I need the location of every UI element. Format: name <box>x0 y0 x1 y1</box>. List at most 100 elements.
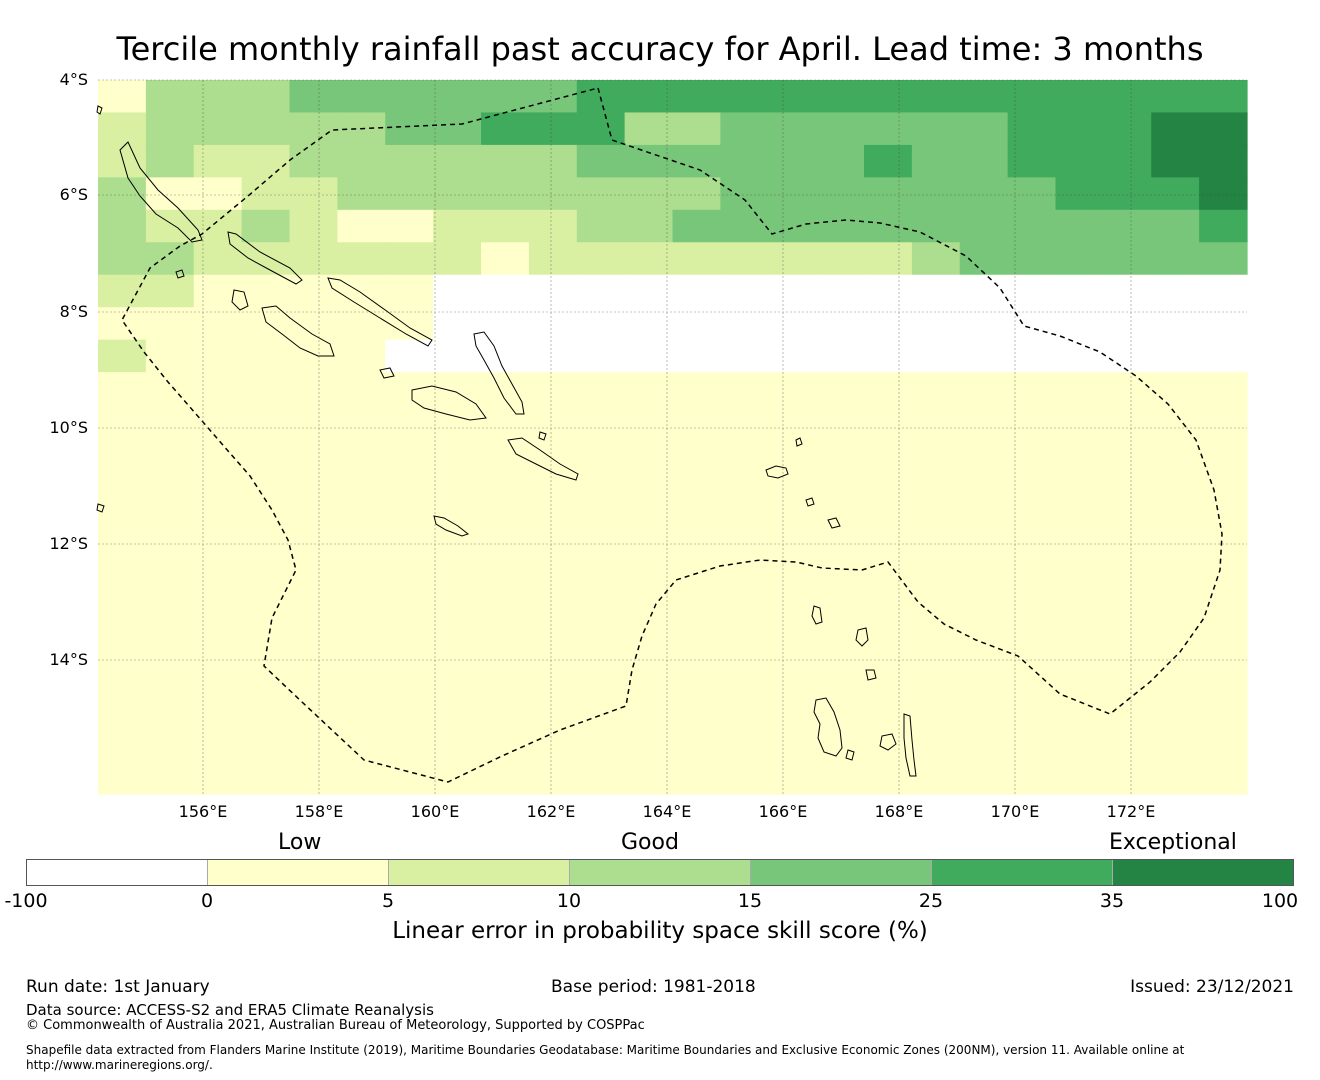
skill-cell <box>241 437 291 471</box>
skill-cell <box>624 631 674 665</box>
skill-cell <box>193 307 243 341</box>
island-small-2 <box>827 517 841 529</box>
skill-cell <box>959 112 1009 146</box>
skill-cell <box>98 437 147 471</box>
skill-cell <box>193 404 243 438</box>
skill-cell <box>624 80 674 114</box>
skill-cell <box>672 501 721 535</box>
skill-cell <box>768 599 817 633</box>
skill-cell <box>98 534 147 568</box>
skill-cell <box>1007 631 1057 665</box>
skill-cell <box>385 534 434 568</box>
skill-cell <box>98 274 147 308</box>
skill-cell <box>864 274 913 308</box>
lon-label-170e: 170°E <box>990 802 1040 821</box>
skill-cell <box>768 80 817 114</box>
skill-cell <box>864 339 913 373</box>
skill-cell <box>241 404 291 438</box>
lon-label-158e: 158°E <box>294 802 344 821</box>
skill-cell <box>624 696 674 730</box>
skill-cell <box>816 404 865 438</box>
skill-cell <box>1199 631 1248 665</box>
skill-cell <box>385 566 434 600</box>
skill-cell <box>720 599 769 633</box>
skill-cell <box>911 372 961 406</box>
island-pentecost <box>903 713 917 777</box>
skill-cell <box>1007 404 1057 438</box>
skill-cell <box>241 112 291 146</box>
skill-cell <box>959 437 1009 471</box>
skill-cell <box>481 566 530 600</box>
skill-cell <box>241 80 291 114</box>
skill-cell <box>193 534 243 568</box>
skill-cell <box>911 404 961 438</box>
skill-cell <box>911 599 961 633</box>
skill-cell <box>816 372 865 406</box>
skill-cell <box>528 761 578 795</box>
skill-cell <box>1103 469 1152 503</box>
skill-cell <box>289 144 338 178</box>
skill-cell <box>98 144 147 178</box>
skill-cell <box>911 696 961 730</box>
skill-cell <box>528 177 578 211</box>
skill-cell <box>1055 209 1104 243</box>
skill-cell <box>1151 534 1200 568</box>
colorbar-tick: 0 <box>200 890 214 912</box>
island-choiseul <box>227 231 303 285</box>
skill-cell <box>193 501 243 535</box>
skill-cell <box>864 144 913 178</box>
skill-cell <box>864 112 913 146</box>
skill-cell <box>1055 631 1104 665</box>
skill-cell <box>672 274 721 308</box>
skill-cell <box>433 274 482 308</box>
skill-cell <box>911 242 961 276</box>
skill-cell <box>433 112 482 146</box>
skill-cell <box>98 112 147 146</box>
skill-cell <box>911 339 961 373</box>
skill-cell <box>385 144 434 178</box>
skill-cell <box>672 242 721 276</box>
skill-cell <box>1199 566 1248 600</box>
skill-cell <box>337 599 386 633</box>
skill-cell <box>337 209 386 243</box>
skill-cell <box>720 404 769 438</box>
skill-cell <box>1151 437 1200 471</box>
skill-cell <box>816 177 865 211</box>
skill-cell <box>720 339 769 373</box>
skill-cell <box>337 501 386 535</box>
skill-cell <box>624 307 674 341</box>
skill-cell <box>624 339 674 373</box>
lon-label-160e: 160°E <box>410 802 460 821</box>
skill-cell <box>337 177 386 211</box>
skill-cell <box>241 144 291 178</box>
skill-cell <box>289 209 338 243</box>
skill-cell <box>959 729 1009 763</box>
skill-cell <box>720 696 769 730</box>
skill-cell <box>1103 599 1152 633</box>
skill-cell <box>1199 437 1248 471</box>
category-low: Low <box>278 830 322 855</box>
skill-cell <box>1055 469 1104 503</box>
skill-cell <box>768 209 817 243</box>
colorbar-label: Linear error in probability space skill … <box>392 918 928 944</box>
skill-cell <box>816 761 865 795</box>
skill-cell <box>481 534 530 568</box>
base-period: Base period: 1981-2018 <box>551 977 756 997</box>
skill-cell <box>864 761 913 795</box>
skill-cell <box>289 404 338 438</box>
skill-cell <box>145 242 195 276</box>
skill-cell <box>481 339 530 373</box>
skill-cell <box>385 469 434 503</box>
skill-cell <box>481 729 530 763</box>
skill-cell <box>816 112 865 146</box>
skill-cell <box>1151 404 1200 438</box>
skill-cell <box>864 372 913 406</box>
skill-cell <box>1151 566 1200 600</box>
skill-cell <box>241 696 291 730</box>
skill-grid <box>98 80 1248 795</box>
skill-cell <box>576 631 626 665</box>
skill-cell <box>672 566 721 600</box>
skill-cell <box>241 664 291 698</box>
island-makira <box>507 437 579 481</box>
